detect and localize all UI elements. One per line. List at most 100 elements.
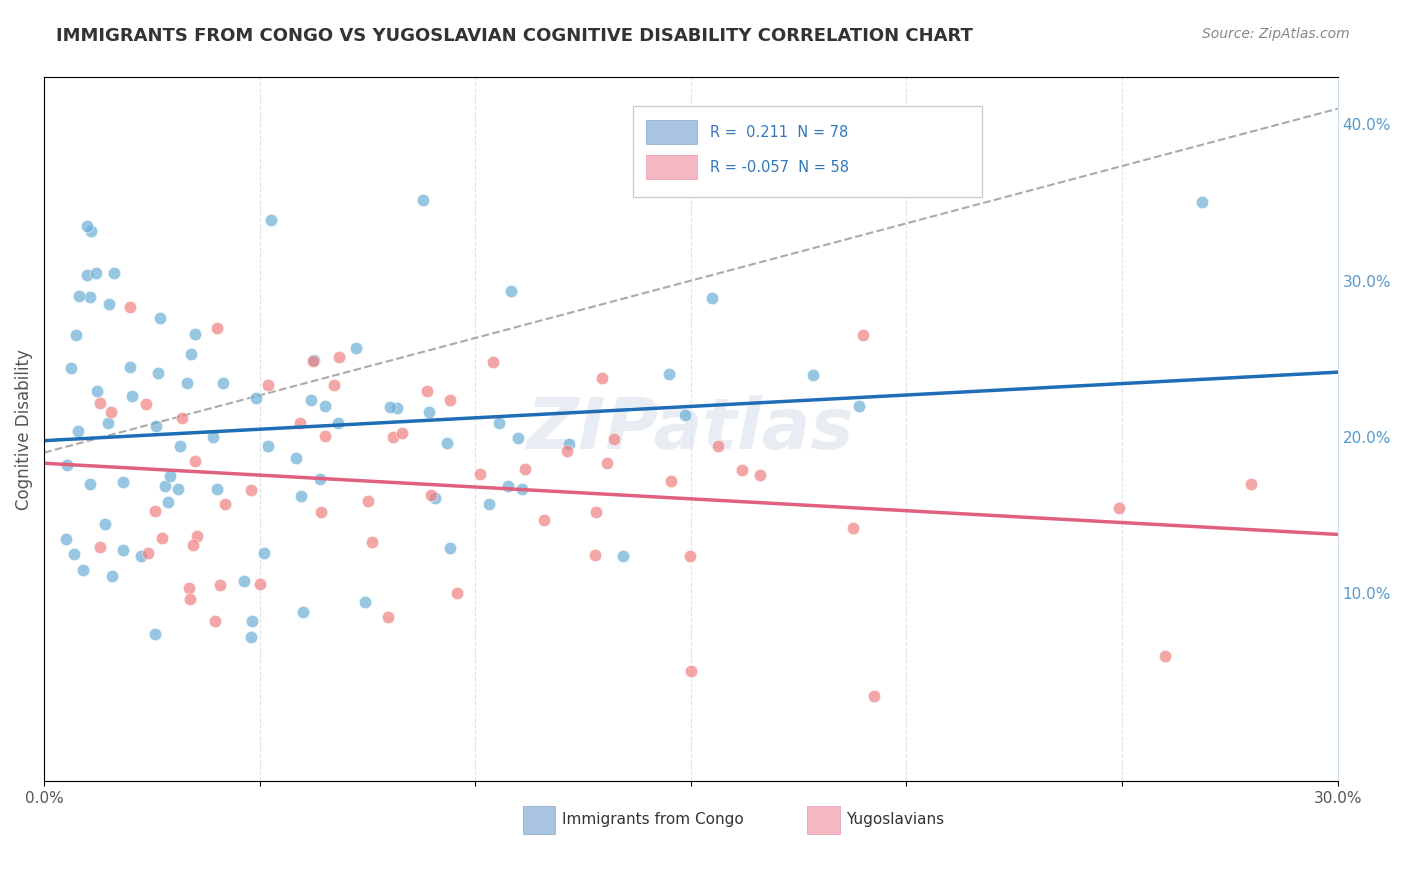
Point	[63, 547, 86, 561]
Point	[700, 291, 723, 305]
Point	[183, 326, 205, 341]
Point	[240, 614, 263, 628]
Point	[208, 578, 231, 592]
Point	[135, 397, 157, 411]
Point	[86, 384, 108, 399]
Point	[112, 475, 135, 490]
Point	[748, 468, 770, 483]
Point	[65, 328, 87, 343]
Point	[513, 462, 536, 476]
Point	[260, 212, 283, 227]
Point	[72, 563, 94, 577]
Text: Source: ZipAtlas.com: Source: ZipAtlas.com	[1202, 27, 1350, 41]
Point	[583, 548, 606, 562]
Point	[205, 320, 228, 334]
Point	[842, 521, 865, 535]
Point	[314, 399, 336, 413]
Point	[603, 432, 626, 446]
Point	[180, 346, 202, 360]
Point	[302, 354, 325, 368]
Point	[420, 488, 443, 502]
Point	[79, 476, 101, 491]
Point	[377, 610, 399, 624]
Point	[55, 532, 77, 546]
Point	[382, 430, 405, 444]
Point	[205, 482, 228, 496]
Point	[67, 289, 90, 303]
Text: Immigrants from Congo: Immigrants from Congo	[561, 812, 744, 827]
Point	[673, 408, 696, 422]
Point	[118, 300, 141, 314]
Point	[285, 450, 308, 465]
Point	[159, 468, 181, 483]
Point	[97, 417, 120, 431]
Point	[309, 472, 332, 486]
Point	[249, 576, 271, 591]
FancyBboxPatch shape	[523, 805, 555, 834]
Point	[120, 359, 142, 374]
Point	[468, 467, 491, 482]
Point	[79, 290, 101, 304]
FancyBboxPatch shape	[645, 155, 697, 179]
Point	[357, 494, 380, 508]
Point	[257, 439, 280, 453]
Point	[418, 405, 440, 419]
Point	[659, 474, 682, 488]
Point	[186, 529, 208, 543]
Point	[412, 193, 434, 207]
Point	[252, 546, 274, 560]
Point	[482, 355, 505, 369]
Point	[488, 417, 510, 431]
Point	[89, 541, 111, 555]
Point	[299, 393, 322, 408]
Point	[1154, 648, 1177, 663]
Point	[436, 436, 458, 450]
Point	[101, 568, 124, 582]
Point	[1240, 476, 1263, 491]
Point	[97, 297, 120, 311]
Point	[612, 549, 634, 563]
Point	[344, 341, 367, 355]
Point	[100, 404, 122, 418]
Point	[596, 456, 619, 470]
Point	[212, 376, 235, 391]
Point	[328, 351, 350, 365]
Point	[184, 453, 207, 467]
Point	[416, 384, 439, 398]
Point	[204, 614, 226, 628]
Point	[731, 463, 754, 477]
Point	[555, 444, 578, 458]
Point	[136, 546, 159, 560]
Point	[245, 391, 267, 405]
Point	[257, 378, 280, 392]
Point	[76, 219, 98, 233]
Point	[240, 630, 263, 644]
Point	[143, 504, 166, 518]
Point	[111, 542, 134, 557]
Point	[121, 389, 143, 403]
Point	[385, 401, 408, 416]
Point	[1191, 195, 1213, 210]
Point	[391, 425, 413, 440]
Point	[314, 429, 336, 443]
Point	[169, 439, 191, 453]
Point	[508, 431, 530, 445]
Point	[533, 513, 555, 527]
Point	[84, 266, 107, 280]
Point	[76, 268, 98, 282]
Point	[862, 690, 884, 704]
Point	[176, 376, 198, 390]
Point	[446, 585, 468, 599]
Point	[658, 368, 681, 382]
Point	[177, 581, 200, 595]
Y-axis label: Cognitive Disability: Cognitive Disability	[15, 349, 32, 509]
Point	[326, 416, 349, 430]
Point	[181, 538, 204, 552]
Point	[439, 392, 461, 407]
Point	[1108, 500, 1130, 515]
Point	[801, 368, 824, 382]
Point	[290, 489, 312, 503]
Point	[153, 479, 176, 493]
Point	[214, 497, 236, 511]
Point	[585, 505, 607, 519]
